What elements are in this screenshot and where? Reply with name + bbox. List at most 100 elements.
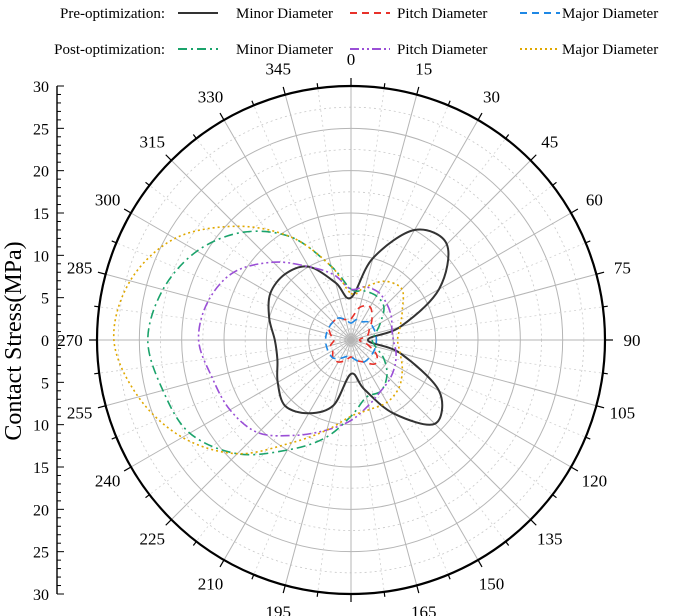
radial-axis: 0 5 5 10 10 15 15 20 20 25 25 30 30: [33, 79, 64, 604]
minor-grid-spoke: [350, 138, 506, 341]
angle-tick-label: 60: [586, 191, 603, 210]
angle-tick: [219, 112, 225, 121]
angle-tick-label: 135: [537, 530, 563, 549]
angle-tick: [165, 154, 172, 161]
minor-grid-spoke: [350, 339, 586, 438]
angle-tick: [111, 240, 117, 244]
angle-tick-label: 225: [140, 530, 166, 549]
angle-tick: [596, 271, 605, 275]
angle-tick: [416, 86, 420, 95]
series-line-2: [324, 317, 378, 363]
angle-tick: [585, 240, 591, 244]
major-grid-spoke: [105, 273, 352, 341]
angle-tick: [585, 436, 591, 440]
y-axis-label: Contact Stress(MPa): [1, 241, 27, 440]
radial-tick-label: 25: [33, 545, 49, 562]
angle-tick: [602, 372, 608, 375]
angle-tick-label: 150: [479, 574, 505, 593]
polar-frame: [89, 78, 613, 602]
minor-grid-spoke: [253, 105, 352, 341]
angle-tick: [416, 585, 420, 594]
major-grid-spoke: [284, 339, 352, 586]
angle-tick: [505, 134, 510, 139]
minor-grid-spoke: [149, 185, 352, 341]
angle-tick-label: 30: [483, 88, 500, 107]
angle-tick: [383, 591, 386, 597]
polar-grid: [97, 86, 605, 594]
minor-grid-spoke: [350, 105, 449, 341]
angle-tick: [282, 86, 286, 95]
angle-tick: [111, 436, 117, 440]
angle-tick-label: 75: [614, 258, 631, 277]
angle-tick-label: 180: [338, 612, 364, 616]
radial-tick-label: 30: [33, 79, 49, 96]
radial-tick-label: 25: [33, 121, 49, 138]
angle-tick: [383, 83, 386, 89]
minor-grid-spoke: [196, 339, 352, 542]
minor-grid-spoke: [350, 242, 586, 341]
minor-grid-spoke: [350, 88, 385, 341]
minor-grid-spoke: [253, 339, 352, 575]
major-grid-spoke: [130, 212, 352, 341]
angle-tick-label: 300: [95, 191, 121, 210]
radial-tick-label: 0: [41, 333, 49, 350]
major-grid-spoke: [284, 94, 352, 341]
angle-tick-label: 330: [198, 88, 224, 107]
major-grid-spoke: [350, 339, 597, 407]
radial-tick-label: 10: [33, 248, 49, 265]
angle-tick: [552, 494, 557, 499]
legend-group-label: Pre-optimization:: [60, 6, 165, 22]
angle-tick: [251, 574, 255, 580]
angle-tick: [316, 591, 319, 597]
minor-grid-spoke: [350, 339, 449, 575]
angle-tick: [570, 466, 579, 472]
angle-tick: [316, 83, 319, 89]
radial-tick-label: 5: [41, 375, 49, 392]
angle-tick: [94, 305, 100, 308]
minor-grid-spoke: [196, 138, 352, 341]
angle-tick-label: 345: [266, 60, 292, 79]
minor-grid-spoke: [99, 339, 352, 374]
series-line-0: [267, 228, 450, 426]
minor-grid-spoke: [350, 306, 603, 341]
major-grid-spoke: [171, 160, 352, 341]
minor-grid-spoke: [350, 339, 385, 592]
angle-tick-label: 240: [95, 472, 121, 491]
angle-tick: [192, 541, 197, 546]
major-grid-spoke: [350, 339, 572, 468]
major-grid-spoke: [223, 339, 352, 561]
major-grid-spoke: [105, 339, 352, 407]
angle-labels: 0 15 30 45 60 75 90 105 120 135 150 165 180 195 210 225…: [57, 50, 640, 616]
minor-grid-spoke: [116, 242, 352, 341]
angle-tick: [282, 585, 286, 594]
legend-group-label: Post-optimization:: [54, 42, 165, 58]
angle-tick: [477, 112, 483, 121]
angle-tick: [145, 494, 150, 499]
angle-tick-label: 165: [411, 602, 437, 616]
minor-grid-spoke: [149, 339, 352, 495]
major-grid-spoke: [171, 339, 352, 520]
angle-tick: [530, 519, 537, 526]
series-layer: [113, 225, 450, 456]
series-line-1: [328, 304, 379, 365]
major-grid-spoke: [350, 212, 572, 341]
legend-entry-label: Major Diameter: [562, 42, 658, 58]
radial-tick-label: 15: [33, 206, 49, 223]
series-line-4: [197, 261, 397, 437]
minor-grid-spoke: [350, 339, 506, 542]
radial-tick-label: 20: [33, 502, 49, 519]
angle-tick: [602, 305, 608, 308]
major-grid-spoke: [350, 339, 418, 586]
minor-grid-spoke: [350, 339, 603, 374]
angle-tick-label: 0: [347, 50, 356, 69]
minor-grid-spoke: [99, 306, 352, 341]
angle-tick: [447, 100, 451, 106]
angle-tick-label: 90: [624, 331, 641, 350]
angle-tick: [192, 134, 197, 139]
angle-tick: [477, 559, 483, 568]
legend-entry-label: Major Diameter: [562, 6, 658, 22]
angle-tick: [94, 372, 100, 375]
angle-tick-label: 210: [198, 574, 224, 593]
radial-tick-label: 10: [33, 418, 49, 435]
major-grid-spoke: [223, 119, 352, 341]
